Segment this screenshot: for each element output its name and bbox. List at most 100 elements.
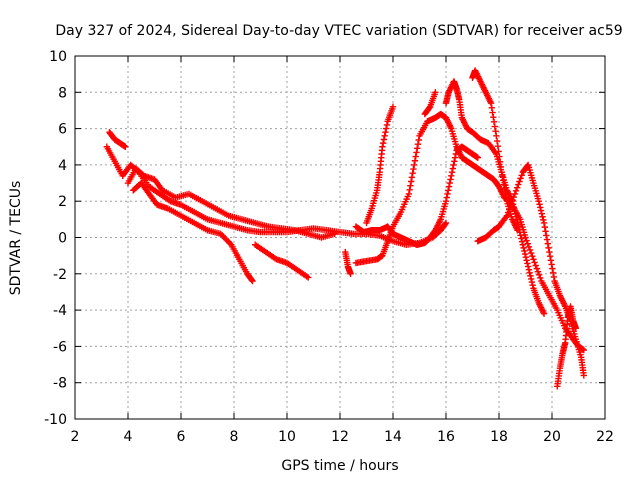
data-point — [524, 260, 531, 267]
data-point — [519, 241, 527, 248]
data-point — [540, 219, 548, 227]
data-point — [511, 207, 518, 214]
data-point — [521, 250, 529, 258]
data-point — [524, 240, 531, 247]
data-point — [493, 137, 501, 145]
data-point — [529, 252, 536, 260]
data-point — [501, 185, 508, 192]
y-axis-label: SDTVAR / TECUs — [8, 181, 24, 296]
series-track-9 — [421, 89, 439, 118]
data-point — [494, 143, 502, 150]
data-point — [518, 238, 526, 245]
data-point — [508, 200, 515, 207]
plot-frame — [74, 55, 606, 420]
data-point — [514, 227, 521, 234]
data-point — [518, 172, 525, 179]
data-point — [432, 89, 439, 96]
data-point — [448, 172, 455, 179]
data-point — [380, 136, 388, 143]
data-point — [499, 173, 506, 180]
data-point — [415, 136, 422, 144]
data-point — [452, 150, 460, 158]
data-point — [411, 161, 418, 169]
data-point — [511, 190, 519, 198]
data-point — [407, 182, 414, 189]
data-point — [521, 247, 528, 255]
series-track-1 — [103, 143, 450, 248]
x-tick-label: 6 — [177, 429, 186, 445]
data-point — [451, 158, 458, 165]
axes: 2 4 6 8 10 12 14 16 18 20 22 -10 -8 -6 -4 -2 0 2 4 6 8 10 — [44, 49, 614, 445]
chart-title: Day 327 of 2024, Sidereal Day-to-day VTE… — [55, 23, 622, 39]
x-tick-label: 8 — [230, 429, 239, 445]
x-tick-label: 2 — [71, 429, 80, 445]
data-point — [547, 257, 555, 264]
data-point — [520, 244, 527, 252]
data-point — [489, 109, 496, 116]
data-point — [510, 193, 517, 201]
data-point — [510, 204, 517, 211]
data-point — [382, 129, 389, 136]
data-point — [548, 261, 555, 268]
series-track-8 — [363, 103, 397, 227]
data-point — [517, 232, 524, 239]
data-point — [531, 259, 538, 266]
data-point — [488, 104, 496, 112]
data-point — [540, 216, 547, 224]
data-point — [527, 249, 535, 257]
data-point — [383, 121, 391, 129]
y-tick-label: -4 — [53, 303, 67, 319]
data-point — [444, 190, 451, 198]
data-point — [515, 181, 522, 188]
data-point — [517, 175, 524, 182]
data-point — [523, 257, 530, 264]
data-point — [408, 174, 416, 181]
data-point — [543, 232, 550, 239]
data-point — [550, 273, 558, 281]
data-point — [412, 153, 419, 160]
series-track-12 — [474, 161, 587, 379]
data-point — [513, 184, 521, 191]
x-tick-label: 4 — [124, 429, 133, 445]
data-point — [538, 210, 545, 217]
data-point — [347, 270, 354, 277]
data-point — [535, 271, 543, 279]
data-points — [103, 67, 587, 390]
data-point — [512, 187, 520, 195]
data-point — [543, 236, 551, 243]
x-tick-label: 10 — [278, 429, 296, 445]
data-point — [495, 148, 502, 155]
y-tick-label: 6 — [58, 122, 67, 138]
data-point — [413, 149, 420, 156]
data-point — [504, 209, 512, 216]
data-point — [443, 194, 450, 201]
series-track-10 — [442, 78, 548, 317]
data-point — [331, 230, 338, 238]
y-tick-label: 2 — [58, 194, 67, 210]
data-point — [406, 186, 413, 193]
data-point — [445, 187, 452, 194]
y-tick-label: -10 — [44, 412, 67, 428]
data-point — [524, 263, 532, 270]
data-point — [493, 132, 500, 140]
data-point — [492, 127, 499, 135]
data-point — [411, 157, 419, 164]
data-point — [527, 272, 534, 280]
data-point — [546, 248, 553, 256]
data-point — [442, 219, 450, 227]
data-point — [537, 204, 544, 211]
data-point — [379, 139, 387, 147]
data-point — [509, 196, 516, 204]
data-point — [535, 198, 542, 205]
data-point — [414, 140, 422, 148]
data-point — [507, 203, 514, 210]
series-track-6 — [342, 248, 354, 277]
data-point — [249, 277, 256, 285]
data-point — [496, 158, 504, 165]
data-point — [498, 168, 505, 176]
data-point — [525, 266, 533, 273]
y-tick-label: 8 — [58, 85, 67, 101]
data-point — [541, 223, 549, 231]
data-point — [506, 206, 513, 213]
data-point — [546, 252, 554, 260]
